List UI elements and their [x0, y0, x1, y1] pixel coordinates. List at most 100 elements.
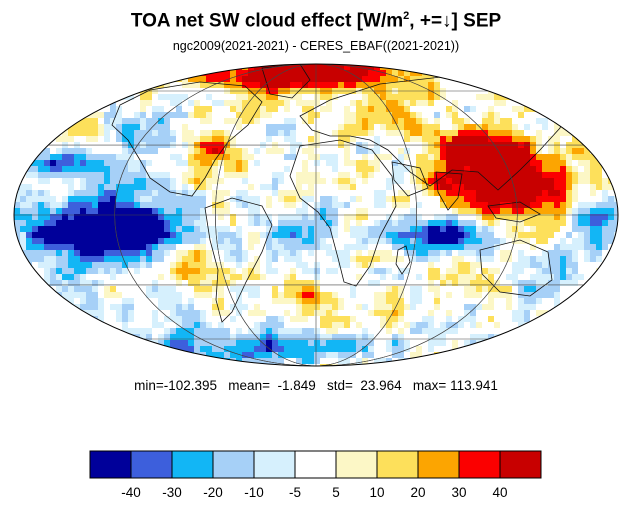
field-cell	[230, 130, 237, 137]
field-cell	[338, 124, 345, 131]
field-cell	[146, 304, 153, 311]
field-cell	[350, 64, 357, 71]
field-cell	[368, 166, 375, 173]
field-cell	[128, 94, 135, 101]
field-cell	[482, 256, 489, 263]
field-cell	[68, 178, 75, 185]
field-cell	[224, 196, 231, 203]
field-cell	[32, 190, 39, 197]
field-cell	[428, 328, 435, 335]
field-cell	[248, 310, 255, 317]
field-cell	[242, 340, 249, 347]
field-cell	[302, 340, 309, 347]
field-cell	[254, 346, 261, 353]
field-cell	[86, 298, 93, 305]
field-cell	[464, 94, 471, 101]
field-cell	[356, 160, 363, 167]
field-cell	[32, 256, 39, 263]
field-cell	[494, 112, 501, 119]
field-cell	[488, 256, 495, 263]
field-cell	[206, 178, 213, 185]
field-cell	[176, 190, 183, 197]
field-cell	[536, 202, 543, 209]
field-cell	[134, 280, 141, 287]
field-cell	[374, 334, 381, 341]
field-cell	[284, 70, 291, 77]
field-cell	[110, 244, 117, 251]
field-cell	[170, 118, 177, 125]
field-cell	[254, 292, 261, 299]
field-cell	[524, 178, 531, 185]
field-cell	[200, 316, 207, 323]
field-cell	[182, 316, 189, 323]
field-cell	[56, 208, 63, 215]
field-cell	[224, 190, 231, 197]
field-cell	[350, 334, 357, 341]
field-cell	[332, 364, 339, 366]
field-cell	[482, 238, 489, 245]
field-cell	[302, 244, 309, 251]
field-cell	[224, 106, 231, 113]
field-cell	[302, 112, 309, 119]
field-cell	[344, 106, 351, 113]
field-cell	[332, 220, 339, 227]
field-cell	[506, 286, 513, 293]
field-cell	[224, 160, 231, 167]
field-cell	[242, 94, 249, 101]
field-cell	[464, 232, 471, 239]
field-cell	[188, 226, 195, 233]
field-cell	[38, 172, 45, 179]
field-cell	[566, 232, 573, 239]
field-cell	[452, 280, 459, 287]
field-cell	[566, 262, 573, 269]
field-cell	[272, 100, 279, 107]
field-cell	[398, 178, 405, 185]
field-cell	[20, 232, 27, 239]
field-cell	[374, 118, 381, 125]
field-cell	[230, 160, 237, 167]
field-cell	[266, 82, 273, 89]
field-cell	[80, 226, 87, 233]
field-cell	[464, 130, 471, 137]
field-cell	[26, 178, 33, 185]
field-cell	[338, 238, 345, 245]
field-cell	[536, 226, 543, 233]
field-cell	[236, 148, 243, 155]
field-cell	[524, 112, 531, 119]
field-cell	[50, 184, 57, 191]
field-cell	[188, 196, 195, 203]
field-cell	[182, 124, 189, 131]
field-cell	[116, 160, 123, 167]
field-cell	[236, 316, 243, 323]
field-cell	[110, 304, 117, 311]
field-cell	[158, 202, 165, 209]
field-cell	[344, 226, 351, 233]
field-cell	[500, 262, 507, 269]
field-cell	[308, 82, 315, 89]
field-cell	[494, 178, 501, 185]
field-cell	[428, 106, 435, 113]
field-cell	[224, 220, 231, 227]
field-cell	[278, 160, 285, 167]
field-cell	[338, 256, 345, 263]
field-cell	[164, 268, 171, 275]
field-cell	[362, 184, 369, 191]
field-cell	[218, 268, 225, 275]
field-cell	[524, 130, 531, 137]
field-cell	[428, 292, 435, 299]
field-cell	[422, 160, 429, 167]
field-cell	[188, 310, 195, 317]
field-cell	[278, 280, 285, 287]
field-cell	[224, 316, 231, 323]
field-cell	[380, 154, 387, 161]
field-cell	[296, 310, 303, 317]
field-cell	[560, 274, 567, 281]
field-cell	[398, 334, 405, 341]
field-cell	[344, 166, 351, 173]
field-cell	[68, 280, 75, 287]
field-cell	[20, 226, 27, 233]
field-cell	[176, 226, 183, 233]
field-cell	[146, 172, 153, 179]
field-cell	[326, 70, 333, 77]
field-cell	[470, 196, 477, 203]
